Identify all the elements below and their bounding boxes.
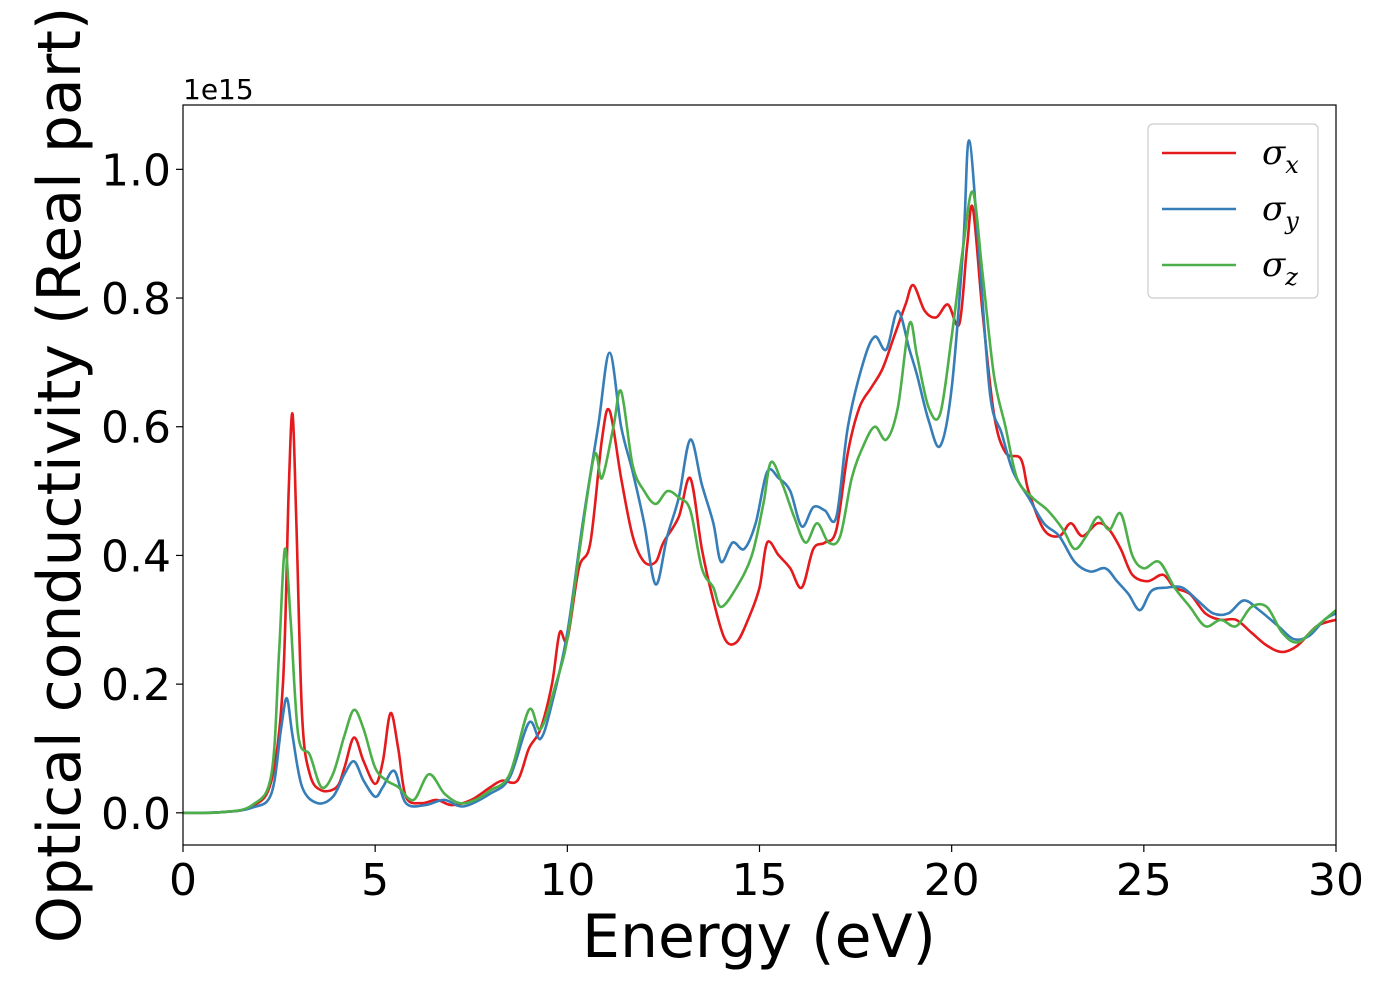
y-tick-label: 1.0 <box>101 145 171 196</box>
y-tick-label: 0.2 <box>101 660 171 711</box>
y-tick-label: 0.0 <box>101 789 171 840</box>
series-layer <box>183 139 1336 815</box>
series-line-z <box>183 190 1336 815</box>
plot-area <box>183 105 1336 845</box>
x-axis-title: Energy (eV) <box>582 902 936 972</box>
y-tick-label: 0.8 <box>101 274 171 325</box>
legend-label-y: σy <box>1262 189 1299 235</box>
y-axis: 0.0 0.2 0.4 0.6 0.8 1.0 <box>101 145 183 840</box>
legend-label-z: σz <box>1262 245 1298 291</box>
x-tick-label: 25 <box>1116 855 1172 906</box>
legend: σx σy σz <box>1147 123 1319 299</box>
x-tick-label: 5 <box>361 855 389 906</box>
series-line-x <box>183 204 1336 815</box>
y-axis-title: Optical conductivity (Real part) <box>25 7 95 944</box>
legend-box <box>1147 123 1319 299</box>
y-offset-label: 1e15 <box>183 73 254 106</box>
legend-label-x: σx <box>1262 133 1299 179</box>
y-tick-label: 0.4 <box>101 531 171 582</box>
x-axis: 0 5 10 15 20 25 30 <box>169 845 1364 906</box>
x-tick-label: 20 <box>924 855 980 906</box>
x-tick-label: 30 <box>1308 855 1364 906</box>
x-tick-label: 15 <box>732 855 788 906</box>
series-line-y <box>183 139 1336 815</box>
x-tick-label: 10 <box>539 855 595 906</box>
y-tick-label: 0.6 <box>101 403 171 454</box>
x-tick-label: 0 <box>169 855 197 906</box>
